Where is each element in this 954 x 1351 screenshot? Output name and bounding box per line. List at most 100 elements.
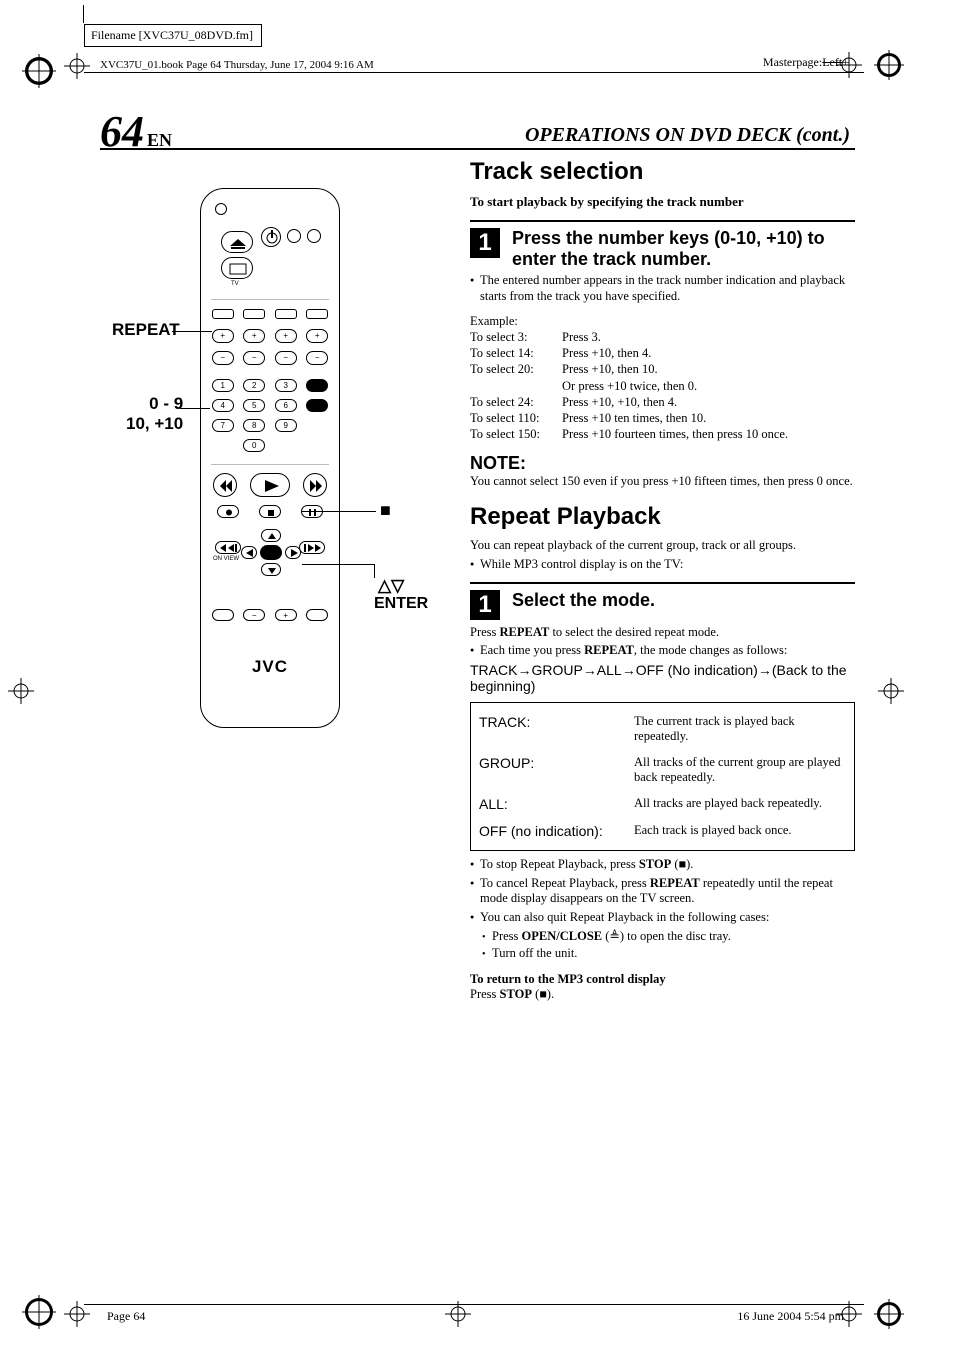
callout-line xyxy=(172,331,212,332)
bullet-item: To cancel Repeat Playback, press REPEAT … xyxy=(470,876,855,907)
example-label-cell: To select 110: xyxy=(470,410,562,426)
filename-box: Filename [XVC37U_08DVD.fm] xyxy=(84,24,262,47)
reg-mark-tl xyxy=(22,54,56,88)
example-label-cell: To select 14: xyxy=(470,345,562,361)
table-row: TRACK:The current track is played back r… xyxy=(471,709,854,749)
callout-line xyxy=(180,408,210,409)
example-label-cell: To select 150: xyxy=(470,426,562,442)
example-block: Example: To select 3:Press 3.To select 1… xyxy=(470,313,855,443)
footer-page: Page 64 xyxy=(107,1309,145,1324)
bullet-text: The entered number appears in the track … xyxy=(480,273,855,304)
table-row: GROUP:All tracks of the current group ar… xyxy=(471,749,854,790)
remote-brand: JVC xyxy=(201,657,339,677)
return-block: To return to the MP3 control display Pre… xyxy=(470,972,855,1002)
bullet-text: While MP3 control display is on the TV: xyxy=(480,557,855,573)
table-row: OFF (no indication):Each track is played… xyxy=(471,817,854,844)
example-label-cell: To select 3: xyxy=(470,329,562,345)
footer-rule xyxy=(84,1304,864,1305)
crosshair-mr xyxy=(878,678,904,704)
filename-text: Filename [XVC37U_08DVD.fm] xyxy=(91,28,253,42)
bullet-item: While MP3 control display is on the TV: xyxy=(470,557,855,573)
note-title: NOTE: xyxy=(470,453,855,474)
intro-para: You can repeat playback of the current g… xyxy=(470,537,855,553)
mode-sequence: TRACK→GROUP→ALL→OFF (No indication)→(Bac… xyxy=(470,662,855,694)
example-label: Example: xyxy=(470,313,855,329)
remote-illustration: TV + + + + − − − − xyxy=(200,188,340,728)
section-rule xyxy=(100,148,855,150)
example-row: To select 150:Press +10 fourteen times, … xyxy=(470,426,855,442)
example-label-cell: To select 20: xyxy=(470,361,562,377)
callout-line xyxy=(374,564,375,578)
masterpage-label: Masterpage:Left+ xyxy=(763,55,849,70)
example-value-cell: Press 3. xyxy=(562,329,855,345)
masterpage-value: Left xyxy=(822,55,842,69)
table-row: ALL:All tracks are played back repeatedl… xyxy=(471,790,854,817)
step-1-track: 1 Press the number keys (0-10, +10) to e… xyxy=(470,220,855,269)
note-body: You cannot select 150 even if you press … xyxy=(470,474,855,490)
reg-mark-tr xyxy=(874,50,904,80)
example-row: To select 3:Press 3. xyxy=(470,329,855,345)
step-title: Select the mode. xyxy=(512,590,655,611)
callout-arrows: △▽ xyxy=(378,576,404,596)
example-row: To select 24:Press +10, +10, then 4. xyxy=(470,394,855,410)
return-body: Press STOP (■). xyxy=(470,987,855,1002)
section-title: OPERATIONS ON DVD DECK (cont.) xyxy=(525,124,850,147)
return-title: To return to the MP3 control display xyxy=(470,972,855,987)
step-1-repeat: 1 Select the mode. xyxy=(470,582,855,620)
step-number-badge: 1 xyxy=(470,228,500,258)
crosshair-tl xyxy=(64,53,90,79)
press-line: Press REPEAT to select the desired repea… xyxy=(470,624,855,640)
subtitle-track: To start playback by specifying the trac… xyxy=(470,194,855,210)
masterpage-suffix: + xyxy=(842,55,849,69)
desc-cell: Each track is played back once. xyxy=(626,817,854,844)
desc-cell: All tracks of the current group are play… xyxy=(626,749,854,790)
heading-track-selection: Track selection xyxy=(470,158,855,186)
example-value-cell: Press +10 fourteen times, then press 10 … xyxy=(562,426,855,442)
footer-date: 16 June 2004 5:54 pm xyxy=(737,1309,844,1324)
example-value-cell: Or press +10 twice, then 0. xyxy=(562,378,855,394)
example-row: Or press +10 twice, then 0. xyxy=(470,378,855,394)
callout-line xyxy=(302,564,374,565)
masterpage-prefix: Masterpage: xyxy=(763,55,822,69)
desc-cell: The current track is played back repeate… xyxy=(626,709,854,749)
crosshair-ml xyxy=(8,678,34,704)
callout-repeat: REPEAT xyxy=(112,320,180,340)
crop-line xyxy=(83,5,84,23)
desc-cell: All tracks are played back repeatedly. xyxy=(626,790,854,817)
callout-line xyxy=(302,511,376,512)
reg-mark-br xyxy=(874,1299,904,1329)
example-label-cell: To select 24: xyxy=(470,394,562,410)
callout-numeric: 0 - 9 10, +10 xyxy=(126,394,183,434)
mode-cell: OFF (no indication): xyxy=(471,817,626,844)
content-column: Track selection To start playback by spe… xyxy=(470,158,855,1002)
header-rule xyxy=(84,72,864,73)
callout-enter: ENTER xyxy=(374,595,428,613)
example-label-cell xyxy=(470,378,562,394)
mode-cell: GROUP: xyxy=(471,749,626,790)
example-value-cell: Press +10, +10, then 4. xyxy=(562,394,855,410)
mode-cell: TRACK: xyxy=(471,709,626,749)
example-row: To select 110:Press +10 ten times, then … xyxy=(470,410,855,426)
example-row: To select 14:Press +10, then 4. xyxy=(470,345,855,361)
bullet-item: Each time you press REPEAT, the mode cha… xyxy=(470,643,855,659)
example-value-cell: Press +10, then 4. xyxy=(562,345,855,361)
repeat-mode-table: TRACK:The current track is played back r… xyxy=(470,702,855,851)
example-value-cell: Press +10 ten times, then 10. xyxy=(562,410,855,426)
tv-label: TV xyxy=(231,281,239,287)
example-row: To select 20:Press +10, then 10. xyxy=(470,361,855,377)
bullet-item: To stop Repeat Playback, press STOP (■). xyxy=(470,857,855,873)
bullet-item: You can also quit Repeat Playback in the… xyxy=(470,910,855,926)
mode-cell: ALL: xyxy=(471,790,626,817)
step-number-badge: 1 xyxy=(470,590,500,620)
page: Filename [XVC37U_08DVD.fm] XVC37U_01.boo… xyxy=(0,0,954,1351)
sub-bullet-item: Turn off the unit. xyxy=(482,946,855,962)
example-value-cell: Press +10, then 10. xyxy=(562,361,855,377)
sub-bullet-item: Press OPEN/CLOSE (≜) to open the disc tr… xyxy=(482,929,855,945)
callout-stop-icon: ■ xyxy=(380,500,391,521)
page-lang: EN xyxy=(147,130,172,150)
bullet-item: The entered number appears in the track … xyxy=(470,273,855,304)
reg-mark-bl xyxy=(22,1295,56,1329)
step-title: Press the number keys (0-10, +10) to ent… xyxy=(512,228,855,269)
book-line: XVC37U_01.book Page 64 Thursday, June 17… xyxy=(100,59,374,71)
heading-repeat-playback: Repeat Playback xyxy=(470,503,855,531)
